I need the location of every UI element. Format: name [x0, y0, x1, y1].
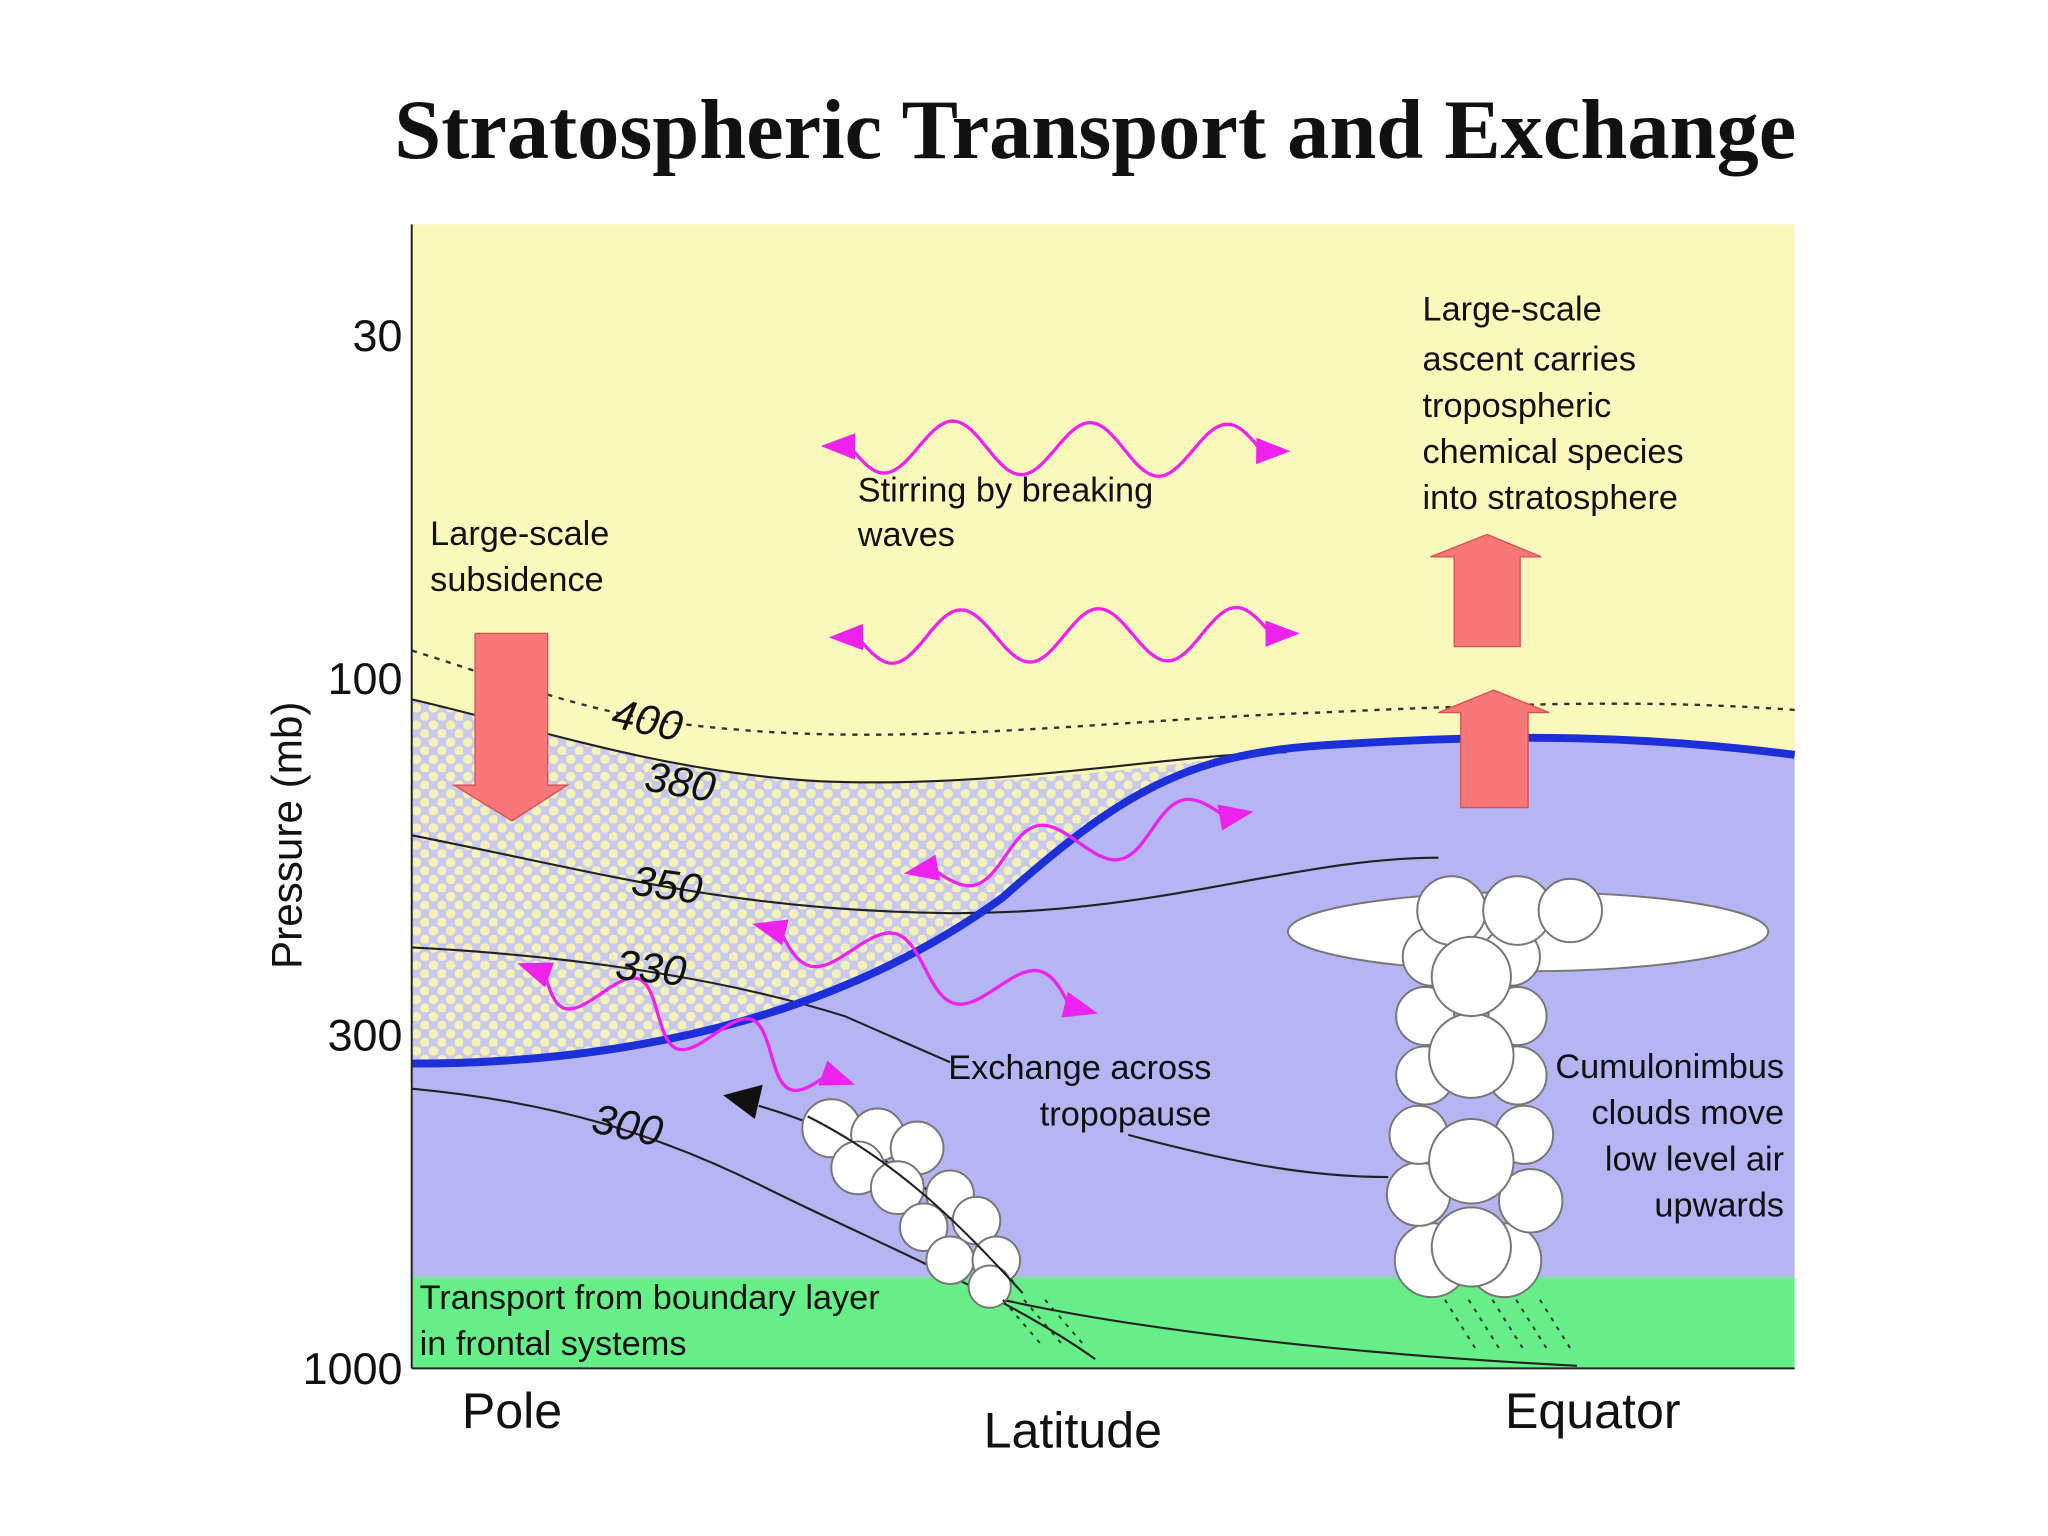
annotation: upwards — [1654, 1186, 1784, 1224]
annotation: Large-scale — [430, 515, 609, 553]
arrow-head — [1265, 620, 1300, 647]
y-tick-label: 100 — [328, 653, 403, 704]
annotation: clouds move — [1592, 1094, 1785, 1132]
y-tick-label: 1000 — [303, 1343, 403, 1394]
subsidence-arrow — [451, 632, 570, 822]
wave-arrow — [778, 930, 1072, 1007]
leader-line — [1127, 1133, 1389, 1179]
annotation: Large-scale — [1423, 290, 1602, 328]
isentrope-350 — [411, 834, 1439, 915]
arrow-head — [517, 962, 555, 988]
annotation: in frontal systems — [420, 1325, 687, 1363]
wave-arrow — [856, 605, 1273, 665]
wave-arrow — [543, 972, 829, 1093]
front-line — [807, 1115, 1024, 1294]
annotation: ascent carries — [1423, 341, 1637, 379]
cloud — [967, 1264, 1012, 1309]
arrow-head — [820, 433, 856, 460]
arrow-head — [723, 1084, 763, 1120]
arrow-head — [1256, 437, 1291, 465]
x-axis-label: Latitude — [984, 1403, 1162, 1459]
annotation: Transport from boundary layer — [420, 1279, 880, 1317]
y-tick-label: 30 — [353, 310, 403, 361]
tropopause — [411, 733, 1796, 1068]
annotation: tropospheric — [1423, 387, 1612, 425]
x-right-label: Equator — [1505, 1383, 1681, 1439]
y-tick-label: 300 — [328, 1009, 403, 1060]
wave-arrow — [848, 419, 1263, 478]
cloud — [869, 1160, 925, 1216]
x-left-label: Pole — [462, 1383, 562, 1439]
cloud — [1428, 1118, 1515, 1205]
arrow-head — [828, 623, 864, 651]
isentrope-label: 350 — [629, 857, 706, 913]
isentrope-label: 330 — [613, 941, 688, 995]
wave-arrow — [931, 797, 1226, 888]
ascent-arrow — [1438, 689, 1550, 809]
annotation: waves — [857, 516, 955, 554]
annotation: chemical species — [1423, 433, 1684, 471]
ascent-arrow — [1430, 533, 1542, 648]
annotation: into stratosphere — [1423, 479, 1678, 517]
arrow-head — [903, 854, 941, 881]
cloud — [1537, 877, 1603, 944]
mixing-region — [411, 699, 1287, 1064]
arrow-head — [752, 919, 789, 946]
annotation: Stirring by breaking — [858, 471, 1153, 509]
isentrope-330 — [411, 946, 951, 1064]
cloud — [898, 1202, 949, 1252]
cloud — [1498, 1168, 1564, 1234]
y-axis-label: Pressure (mb) — [263, 702, 310, 969]
arrow-head — [1061, 992, 1098, 1018]
surface-line — [1002, 1298, 1577, 1367]
cloud — [1430, 935, 1512, 1018]
annotation: low level air — [1605, 1140, 1784, 1178]
annotation: subsidence — [430, 561, 604, 599]
dotted-line — [411, 649, 1795, 736]
annotation: Cumulonimbus — [1555, 1048, 1784, 1086]
title: Stratospheric Transport and Exchange — [394, 84, 1796, 177]
boundary-layer — [411, 1277, 1795, 1369]
cloud — [1428, 1012, 1515, 1099]
arrow-head — [818, 1060, 856, 1086]
cloud — [1416, 875, 1487, 946]
arrow-head — [1217, 804, 1254, 831]
annotation: Exchange across — [948, 1049, 1211, 1087]
annotation: tropopause — [1040, 1095, 1212, 1133]
cloud — [1430, 1206, 1512, 1288]
cloud — [925, 1235, 975, 1285]
